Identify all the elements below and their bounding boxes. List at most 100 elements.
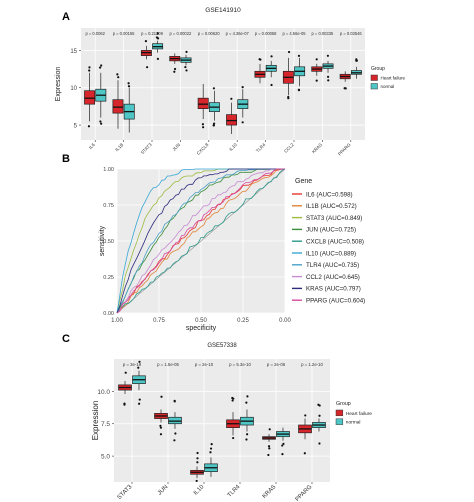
y-tick-label: 0.50 xyxy=(103,239,114,245)
outlier-point xyxy=(117,76,120,79)
plot-background xyxy=(114,359,330,482)
outlier-point xyxy=(270,55,273,58)
outlier-point xyxy=(315,58,318,61)
legend-title: Group xyxy=(371,66,385,72)
outlier-point xyxy=(210,442,213,446)
outlier-point xyxy=(287,95,290,99)
x-tick-label: 1.00 xyxy=(111,318,123,324)
y-tick-label: 0.75 xyxy=(103,203,114,209)
outlier-point xyxy=(185,50,188,53)
box-heart-failure-ccl2 xyxy=(282,50,294,100)
outlier-point xyxy=(173,70,176,73)
outlier-point xyxy=(241,121,244,124)
p-value-label: p = 0.03546 xyxy=(340,31,362,36)
legend-entry: IL1B (AUC=0.572) xyxy=(306,203,357,210)
x-tick-label: 0.75 xyxy=(153,318,165,324)
outlier-point xyxy=(201,123,205,126)
legend-entry: KRAS (AUC=0.797) xyxy=(306,286,361,293)
outlier-point xyxy=(145,66,149,69)
box-heart-failure-il1b xyxy=(112,73,124,129)
outlier-point xyxy=(138,402,141,405)
y-tick-label: 5 xyxy=(74,124,78,130)
outlier-point xyxy=(159,426,163,429)
p-value-label: p = 1.5e-05 xyxy=(157,362,179,367)
legend: Group Heart failure normal xyxy=(335,401,372,426)
box-normal-il10 xyxy=(237,86,249,124)
x-tick-label: JUN xyxy=(171,142,181,152)
box-heart-failure-pparg xyxy=(298,414,312,455)
legend-entry: normal xyxy=(381,84,395,89)
box-heart-failure-kras xyxy=(262,428,276,457)
y-tick-label: 5.0 xyxy=(101,454,110,461)
box-normal-tlr4 xyxy=(265,55,277,87)
x-tick-label: KRAS xyxy=(311,142,323,154)
box-heart-failure-stat3 xyxy=(140,40,152,69)
outlier-point xyxy=(231,399,234,402)
outlier-point xyxy=(355,59,358,62)
outlier-point xyxy=(196,451,199,455)
outlier-point xyxy=(144,40,148,43)
outlier-point xyxy=(246,395,249,398)
legend-entry: Heart failure xyxy=(346,411,372,417)
p-value-label: p = 0.00058 xyxy=(255,31,277,36)
p-value-label: p = 0.00022 xyxy=(170,31,192,36)
box-normal-stat3 xyxy=(132,360,146,405)
outlier-point xyxy=(267,453,270,457)
box-normal-cxcl8 xyxy=(208,87,220,127)
outlier-point xyxy=(116,73,119,76)
panel-b-roc: 1.000.000.750.250.500.500.250.750.001.00… xyxy=(99,167,365,332)
outlier-point xyxy=(123,403,126,406)
outlier-point xyxy=(209,451,212,454)
outlier-point xyxy=(100,64,103,67)
x-tick-label: IL1B xyxy=(114,142,124,152)
box-heart-failure-tlr4 xyxy=(254,58,266,84)
x-axis-label: specificity xyxy=(186,325,217,332)
outlier-point xyxy=(173,399,176,402)
outlier-point xyxy=(124,371,127,374)
outlier-point xyxy=(159,424,162,427)
legend-entry: JUN (AUC=0.725) xyxy=(306,227,356,234)
legend: Group Heart failure normal xyxy=(370,66,406,90)
outlier-point xyxy=(344,87,347,90)
box-normal-il10 xyxy=(204,442,218,477)
y-axis-label: sensitivity xyxy=(99,225,106,256)
outlier-point xyxy=(232,397,235,400)
outlier-point xyxy=(246,433,249,436)
outlier-point xyxy=(267,445,271,448)
box-normal-tlr4 xyxy=(240,395,254,441)
y-axis-label: Expression xyxy=(55,67,62,102)
outlier-point xyxy=(202,126,205,129)
legend-swatch xyxy=(370,83,378,90)
outlier-point xyxy=(326,75,330,78)
box-heart-failure-cxcl8 xyxy=(197,84,209,129)
y-tick-label: 10 xyxy=(70,86,77,92)
y-tick-label: 1.00 xyxy=(103,167,114,173)
outlier-point xyxy=(287,50,291,54)
legend-title: Group xyxy=(336,401,351,407)
y-tick-label: 7.5 xyxy=(101,421,110,428)
outlier-point xyxy=(209,447,213,450)
box-normal-kras xyxy=(322,54,334,82)
legend: Gene IL6 (AUC=0.598) IL1B (AUC=0.572) STAT3… xyxy=(292,178,365,305)
outlier-point xyxy=(318,414,321,417)
p-value-label: p = 1.2e-10 xyxy=(301,362,323,367)
y-tick-label: 0.25 xyxy=(103,275,114,281)
outlier-point xyxy=(127,82,130,85)
outlier-point xyxy=(259,58,262,61)
outlier-point xyxy=(281,444,284,447)
roc-curve-ccl2 xyxy=(116,168,285,314)
outlier-point xyxy=(174,432,177,435)
outlier-point xyxy=(196,457,199,460)
box-normal-il1b xyxy=(123,82,135,133)
x-tick-label: STAT3 xyxy=(117,484,134,501)
outlier-point xyxy=(281,453,284,456)
y-tick-label: 15 xyxy=(70,49,77,55)
outlier-point xyxy=(138,360,141,363)
x-tick-label: 0.00 xyxy=(279,318,291,324)
roc-curve-cxcl8 xyxy=(116,168,286,314)
box-heart-failure-jun xyxy=(154,395,168,436)
box-normal-jun xyxy=(180,50,192,72)
outlier-point xyxy=(196,461,199,464)
box-body xyxy=(84,90,96,105)
x-tick-label: STAT3 xyxy=(140,142,153,155)
